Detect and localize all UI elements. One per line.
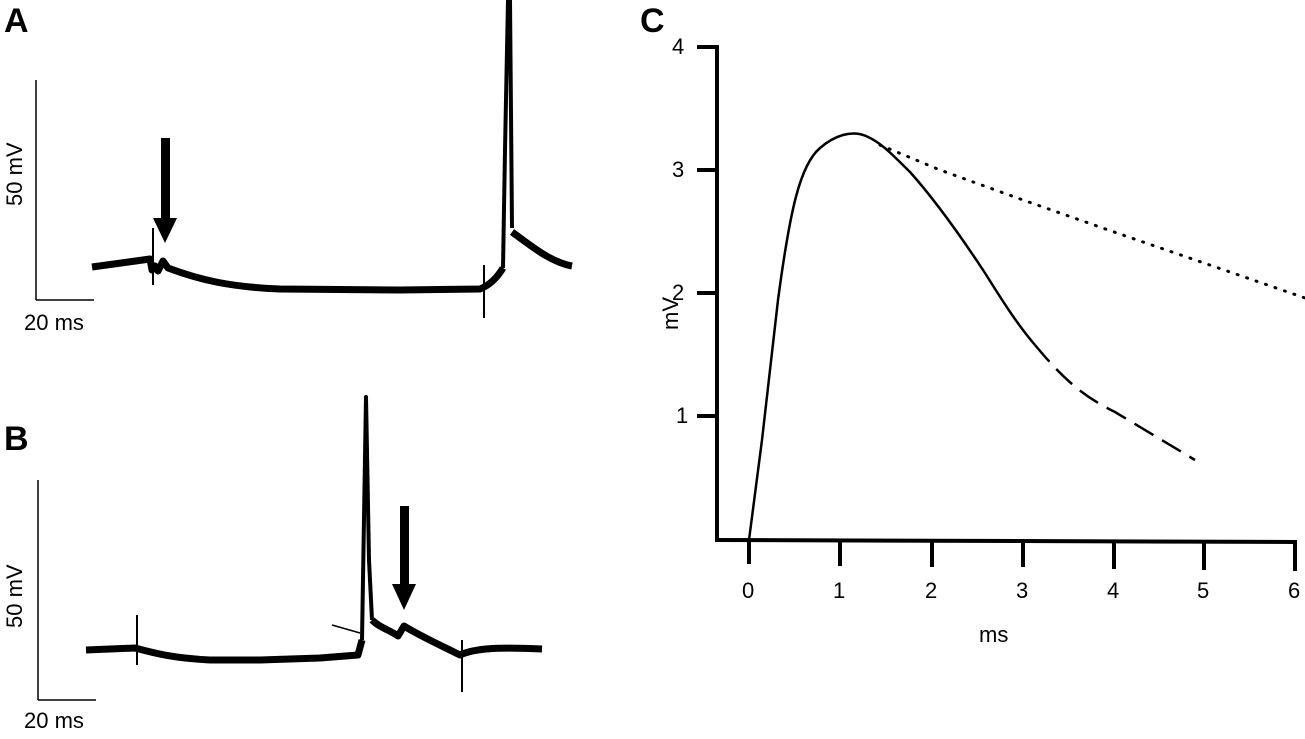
x-tick-4: 4 — [1107, 578, 1120, 603]
panel-a-arrow-icon — [153, 138, 177, 243]
x-axis-label: ms — [979, 622, 1009, 647]
panel-c-dotted-curve — [878, 143, 1305, 300]
panel-c-dashed-curve — [1034, 344, 1196, 462]
panel-label-c: C — [640, 2, 665, 40]
panel-b-time-scale-label: 20 ms — [24, 708, 84, 733]
panel-label-a: A — [4, 2, 29, 40]
panel-b-voltage-scale-label: 50 mV — [2, 564, 27, 628]
panel-b-scale-bar — [37, 480, 96, 701]
x-tick-3: 3 — [1016, 578, 1029, 603]
x-tick-6: 6 — [1288, 578, 1301, 603]
y-tick-2: 2 — [672, 280, 685, 305]
panel-c-solid-curve — [747, 132, 1036, 541]
panel-a-voltage-scale-label: 50 mV — [2, 142, 27, 206]
x-tick-0: 0 — [742, 578, 755, 603]
y-tick-3: 3 — [672, 157, 685, 182]
y-tick-4: 4 — [672, 34, 685, 59]
panel-a-trace — [91, 0, 573, 318]
y-tick-1: 1 — [676, 403, 689, 428]
panel-a-time-scale-label: 20 ms — [24, 310, 84, 335]
panel-label-b: B — [4, 420, 29, 458]
panel-c-axes — [697, 45, 1298, 571]
panel-b-trace — [85, 395, 543, 692]
panel-b-arrow-icon — [392, 506, 416, 610]
y-axis-label: mV — [658, 297, 683, 330]
x-tick-5: 5 — [1197, 578, 1210, 603]
x-tick-1: 1 — [833, 578, 846, 603]
panel-a-scale-bar — [35, 80, 94, 301]
x-tick-2: 2 — [925, 578, 938, 603]
